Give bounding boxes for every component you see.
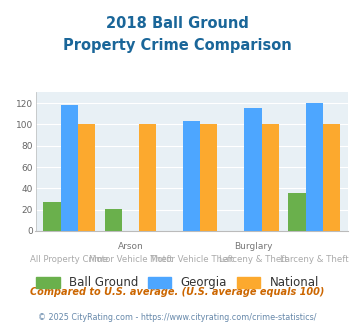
Text: © 2025 CityRating.com - https://www.cityrating.com/crime-statistics/: © 2025 CityRating.com - https://www.city… [38,313,317,322]
Text: Larceny & Theft: Larceny & Theft [280,254,349,264]
Text: Motor Vehicle Theft: Motor Vehicle Theft [150,254,234,264]
Text: All Property Crime: All Property Crime [30,254,108,264]
Bar [61,105,78,231]
Bar [244,108,262,231]
Bar [78,124,95,231]
Text: Larceny & Theft: Larceny & Theft [219,254,287,264]
Text: Compared to U.S. average. (U.S. average equals 100): Compared to U.S. average. (U.S. average … [30,287,325,297]
Bar [323,124,340,231]
Bar [105,209,122,231]
Bar [43,202,61,231]
Text: Arson: Arson [118,242,143,251]
Bar [183,121,200,231]
Bar [306,103,323,231]
Bar [200,124,217,231]
Text: 2018 Ball Ground: 2018 Ball Ground [106,16,249,31]
Bar [139,124,156,231]
Text: Burglary: Burglary [234,242,272,251]
Text: Motor Vehicle Theft: Motor Vehicle Theft [88,254,173,264]
Bar [262,124,279,231]
Bar [289,193,306,231]
Legend: Ball Ground, Georgia, National: Ball Ground, Georgia, National [31,272,324,294]
Text: Property Crime Comparison: Property Crime Comparison [63,38,292,53]
